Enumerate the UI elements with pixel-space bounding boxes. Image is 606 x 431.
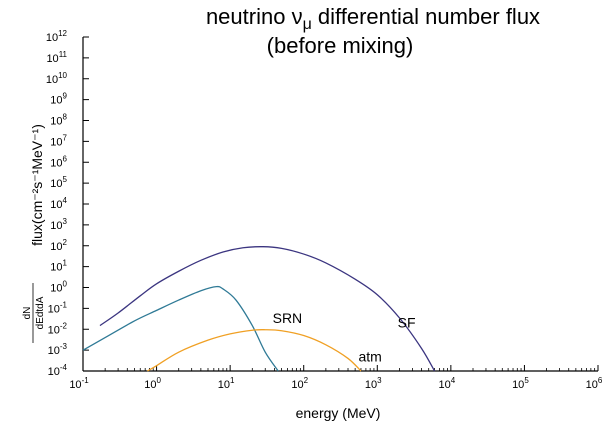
x-tick-label: 100 bbox=[144, 376, 161, 391]
series-line-srn bbox=[82, 285, 279, 372]
y-tick-label: 104 bbox=[50, 196, 67, 211]
annotation-sf: SF bbox=[398, 315, 416, 331]
y-tick-label: 10-1 bbox=[48, 300, 68, 315]
y-tick-label: 105 bbox=[50, 175, 67, 190]
y-axis-title-group: dN dEdtdA flux(cm⁻²s⁻¹MeV⁻¹) bbox=[22, 124, 46, 343]
y-tick-label: 108 bbox=[50, 113, 67, 128]
y-tick-label: 10-2 bbox=[48, 321, 68, 336]
y-tick-label: 10-4 bbox=[48, 363, 68, 378]
y-tick-label: 100 bbox=[50, 280, 67, 295]
series-line-sf bbox=[99, 246, 436, 372]
x-axis-title: energy (MeV) bbox=[296, 405, 381, 421]
x-tick-label: 102 bbox=[291, 376, 308, 391]
chart-title-line1: neutrino νμ differential number flux bbox=[206, 4, 540, 33]
y-tick-label: 106 bbox=[50, 154, 67, 169]
y-tick-label: 107 bbox=[50, 133, 67, 148]
annotation-srn: SRN bbox=[273, 310, 303, 326]
y-axis-fraction-numerator: dN bbox=[22, 307, 33, 320]
y-axis-title: flux(cm⁻²s⁻¹MeV⁻¹) bbox=[29, 124, 45, 246]
series-line-atm bbox=[147, 329, 362, 372]
y-tick-label: 103 bbox=[50, 217, 67, 232]
x-tick-label: 106 bbox=[586, 376, 603, 391]
x-tick-label: 101 bbox=[218, 376, 235, 391]
x-tick-label: 103 bbox=[365, 376, 382, 391]
y-tick-label: 1010 bbox=[46, 71, 68, 86]
y-axis-fraction-denominator: dEdtdA bbox=[35, 296, 46, 329]
y-tick-label: 101 bbox=[50, 259, 67, 274]
x-tick-label: 104 bbox=[439, 376, 456, 391]
y-tick-label: 109 bbox=[50, 92, 67, 107]
chart-title-line2: (before mixing) bbox=[267, 33, 414, 58]
y-tick-label: 102 bbox=[50, 238, 67, 253]
x-tick-label: 10-1 bbox=[69, 376, 89, 391]
x-tick-label: 105 bbox=[512, 376, 529, 391]
annotation-atm: atm bbox=[358, 349, 381, 365]
x-ticks: 10-1 100 101 102 103 104 105 106 bbox=[69, 365, 603, 391]
series-layer bbox=[82, 246, 436, 372]
y-tick-label: 1012 bbox=[46, 29, 68, 44]
annotations: SRN SF atm bbox=[273, 310, 416, 365]
y-tick-label: 10-3 bbox=[48, 342, 68, 357]
y-tick-label: 1011 bbox=[46, 50, 67, 65]
